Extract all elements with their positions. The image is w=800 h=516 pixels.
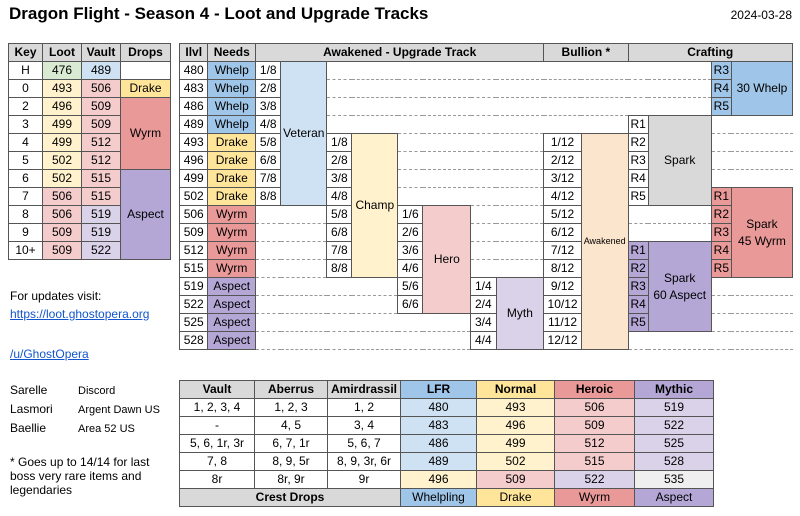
crafting-whelp: 30 Whelp xyxy=(730,61,794,116)
crest-drake: Drake xyxy=(476,488,555,507)
table-row: 519 Aspect 5/6 1/4 Myth 9/12 R3 xyxy=(178,277,793,350)
table-row: 6 502 515 Aspect xyxy=(8,169,171,260)
table-row: 4 499 512 xyxy=(8,133,171,152)
table-row: 499 Drake 7/8 3/8 3/12 R4 xyxy=(178,169,793,188)
page-title: Dragon Flight - Season 4 - Loot and Upgr… xyxy=(9,4,429,23)
table-row: 509 Wyrm 6/8 2/6 6/12 R3 xyxy=(178,223,793,242)
table-row: 493 Drake 5/8 1/8 Champ 1/12 Awakened R2 xyxy=(178,133,793,350)
table-row: 502 Drake 8/8 4/8 4/12 R5 R1 Spark 45 Wyr… xyxy=(178,187,794,278)
crafting-spark-aspect: Spark 60 Aspect xyxy=(647,241,712,332)
hero-track: Hero xyxy=(422,205,472,314)
table-row: 10+ 509 522 xyxy=(8,241,171,260)
champ-track: Champ xyxy=(351,133,399,278)
drops-aspect: Aspect xyxy=(120,169,171,260)
table-row: 8 506 519 xyxy=(8,205,171,224)
table-row: 5, 6, 1r, 3r 6, 7, 1r 5, 6, 7 486 499 512 52… xyxy=(179,434,714,453)
crafting-spark: Spark xyxy=(647,115,712,206)
crest-whelpling: Whelpling xyxy=(400,488,477,507)
website-link[interactable]: https://loot.ghostopera.org xyxy=(10,307,150,321)
table-row: -4, 5 3, 4 483 496 509 522 xyxy=(179,416,714,435)
crest-wyrm: Wyrm xyxy=(554,488,635,507)
track-header: Awakened - Upgrade Track xyxy=(255,43,545,62)
reddit-link[interactable]: /u/GhostOpera xyxy=(10,347,89,361)
table-row: 506 Wyrm 5/8 1/6 Hero 5/12 R2 xyxy=(178,205,793,314)
footnote: * Goes up to 14/14 for last boss very ra… xyxy=(10,455,150,497)
table-row: 515 Wyrm 8/8 4/6 8/12 R2 R5 xyxy=(178,259,793,278)
table-row: 489 Whelp 4/8 R1 Spark xyxy=(178,115,793,206)
table-row: 9 509 519 xyxy=(8,223,171,242)
key-table: Key Loot Vault Drops H 476 489 0 493 506… xyxy=(8,43,171,260)
crest-drops-label: Crest Drops xyxy=(179,488,401,507)
table-row: 512 Wyrm 7/8 3/6 7/12 R1 Spark 60 Aspect … xyxy=(178,241,793,332)
date-label: 2024-03-28 xyxy=(730,8,792,22)
table-row: 528 Aspect 4/4 12/12 xyxy=(178,331,793,350)
vault-header: Vault xyxy=(81,43,121,62)
bullion-track: Awakened xyxy=(580,133,629,350)
drops-header: Drops xyxy=(120,43,171,62)
table-row: 8r 8r, 9r 9r 496 509 522 535 xyxy=(179,470,714,489)
crafting-header: Crafting xyxy=(627,43,793,62)
myth-track: Myth xyxy=(495,277,545,350)
needs-header: Needs xyxy=(207,43,257,62)
table-row: 3 499 509 xyxy=(8,115,171,134)
table-row: H 476 489 xyxy=(8,61,171,80)
crest-drops-table: Vault Aberrus Amirdrassil LFR Normal Her… xyxy=(179,380,714,507)
table-row: 1, 2, 3, 4 1, 2, 3 1, 2 480 493 506 519 xyxy=(179,398,714,417)
veteran-track: Veteran xyxy=(280,61,328,206)
upgrade-track-table: Ilvl Needs Awakened - Upgrade Track Bull… xyxy=(178,43,794,350)
key-header: Key xyxy=(8,43,43,62)
updates-label: For updates visit: xyxy=(10,289,102,303)
list-item: Lasmori Argent Dawn US xyxy=(10,402,160,416)
table-row: 0 493 506 Drake xyxy=(8,79,171,98)
ilvl-header: Ilvl xyxy=(178,43,209,62)
bullion-header: Bullion * xyxy=(543,43,629,62)
table-row: 2 496 509 Wyrm xyxy=(8,97,171,170)
list-item: Sarelle Discord xyxy=(10,383,116,397)
character-list: Sarelle Discord Lasmori Argent Dawn US Bae… xyxy=(10,381,160,438)
table-row: 480 Whelp 1/8 Veteran R3 30 Whelp xyxy=(178,61,794,206)
table-row: 7, 8 8, 9, 5r 8, 9, 3r, 6r 489 502 515 528 xyxy=(179,452,714,471)
drops-wyrm: Wyrm xyxy=(120,97,171,170)
list-item: Baellie Area 52 US xyxy=(10,421,135,435)
loot-header: Loot xyxy=(42,43,82,62)
crest-aspect: Aspect xyxy=(634,488,714,507)
crafting-spark-wyrm: Spark 45 Wyrm xyxy=(730,187,794,278)
table-row: 483 Whelp 2/8 R4 xyxy=(178,79,793,98)
table-row: 486 Whelp 3/8 R5 xyxy=(178,97,793,116)
info-panel: For updates visit: https://loot.ghostope… xyxy=(10,287,149,363)
drops-drake: Drake xyxy=(120,79,171,98)
